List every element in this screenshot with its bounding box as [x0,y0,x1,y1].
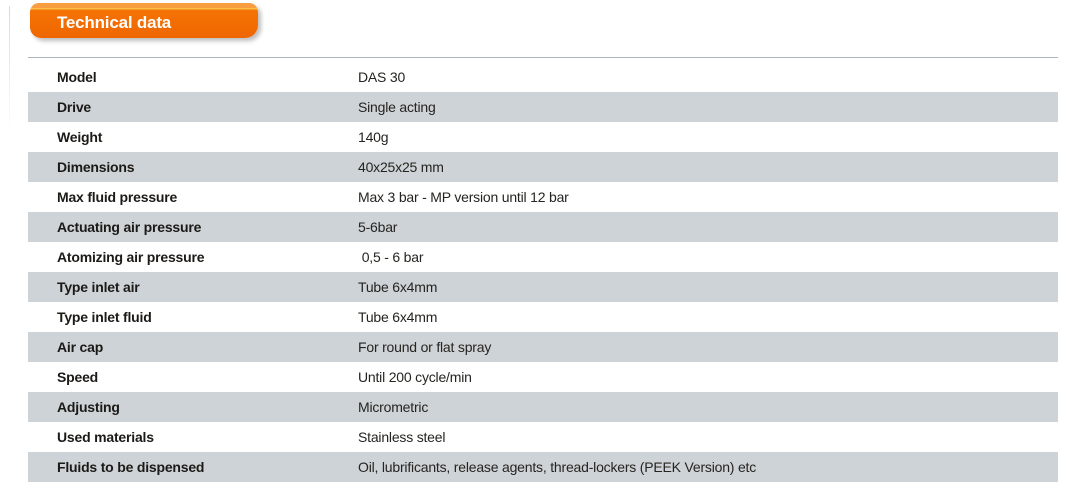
spec-label: Air cap [57,339,104,355]
table-row: Atomizing air pressure 0,5 - 6 bar [28,242,1058,272]
table-row: Used materials Stainless steel [28,422,1058,452]
spec-value: Micrometric [358,399,429,415]
table-row: Dimensions 40x25x25 mm [28,152,1058,182]
table-row: Fluids to be dispensed Oil, lubrificants… [28,452,1058,482]
spec-value: DAS 30 [358,69,406,85]
table-row: Type inlet fluid Tube 6x4mm [28,302,1058,332]
technical-data-tab: Technical data [30,3,258,38]
table-row: Speed Until 200 cycle/min [28,362,1058,392]
spec-label: Model [57,69,97,85]
spec-value: 140g [358,129,389,145]
spec-label: Used materials [57,429,154,445]
spec-label: Atomizing air pressure [57,249,205,265]
spec-value: Tube 6x4mm [358,279,438,295]
spec-label: Speed [57,369,99,385]
spec-label: Adjusting [57,399,120,415]
table-row: Model DAS 30 [28,62,1058,92]
spec-value: Stainless steel [358,429,446,445]
table-row: Drive Single acting [28,92,1058,122]
spec-label: Dimensions [57,159,135,175]
section-title: Technical data [57,12,172,32]
spec-label: Weight [57,129,103,145]
spec-label: Fluids to be dispensed [57,459,205,475]
spec-value: Oil, lubrificants, release agents, threa… [358,459,757,475]
table-row: Weight 140g [28,122,1058,152]
spec-value: Single acting [358,99,436,115]
spec-value: For round or flat spray [358,339,492,355]
technical-data-table: Model DAS 30 Drive Single acting Weight … [28,57,1058,482]
spec-label: Max fluid pressure [57,189,178,205]
table-row: Air cap For round or flat spray [28,332,1058,362]
spec-value: Max 3 bar - MP version until 12 bar [358,189,569,205]
table-row: Actuating air pressure 5-6bar [28,212,1058,242]
spec-label: Type inlet air [57,279,140,295]
spec-label: Type inlet fluid [57,309,152,325]
spec-value: Tube 6x4mm [358,309,438,325]
spec-value: 5-6bar [358,219,398,235]
spec-label: Drive [57,99,92,115]
table-row: Max fluid pressure Max 3 bar - MP versio… [28,182,1058,212]
spec-value: 0,5 - 6 bar [358,249,424,265]
table-row: Adjusting Micrometric [28,392,1058,422]
spec-label: Actuating air pressure [57,219,202,235]
page-edge-line [9,6,10,136]
spec-value: 40x25x25 mm [358,159,444,175]
spec-value: Until 200 cycle/min [358,369,472,385]
table-row: Type inlet air Tube 6x4mm [28,272,1058,302]
